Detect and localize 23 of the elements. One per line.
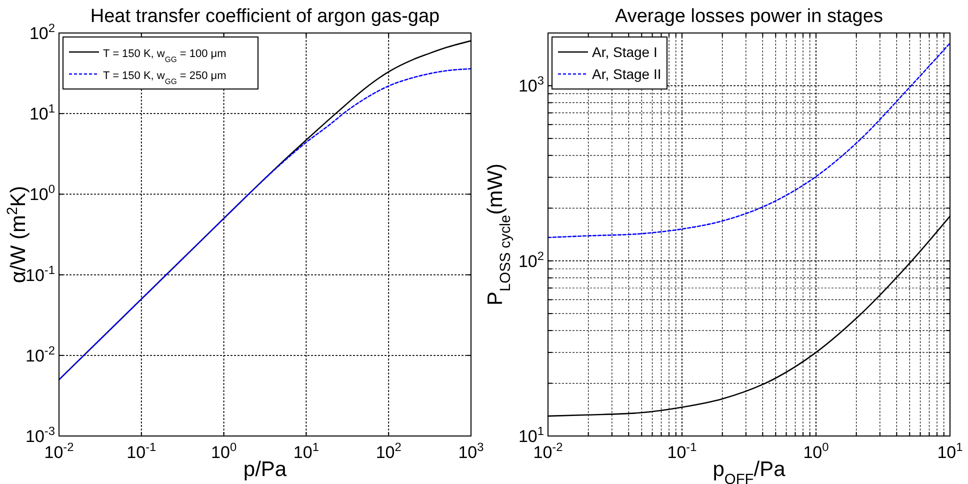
legend-label: Ar, Stage II: [592, 66, 662, 82]
legend-label: T = 150 K, w$_{GG}$ = 250 μm: [103, 70, 226, 86]
x-axis-title: p$_{OFF}$/Pa: [712, 458, 786, 484]
x-tick-label: 10$^{0}$: [211, 440, 237, 462]
legend-label: Ar, Stage I: [592, 44, 658, 60]
x-axis-title: p/Pa: [243, 458, 287, 481]
y-tick-label: 10$^{2}$: [29, 21, 56, 43]
y-tick-label: 10$^{0}$: [29, 182, 56, 204]
y-tick-label: 10$^{1}$: [518, 424, 544, 446]
chart-title: Average losses power in stages: [615, 6, 883, 27]
x-tick-label: 10$^{-1}$: [667, 440, 698, 462]
x-tick-label: 10$^{1}$: [937, 440, 964, 462]
x-tick-label: 10$^{-1}$: [126, 440, 157, 462]
y-tick-label: 10$^{1}$: [29, 102, 56, 124]
x-tick-label: 10$^{3}$: [458, 440, 484, 462]
x-tick-label: 10$^{1}$: [293, 440, 320, 462]
x-tick-label: 10$^{2}$: [376, 440, 402, 462]
y-tick-label: 10$^{2}$: [518, 248, 544, 271]
y-tick-label: 10$^{3}$: [518, 74, 544, 96]
x-tick-label: 10$^{0}$: [803, 440, 830, 462]
y-tick-label: 10$^{-2}$: [26, 343, 56, 366]
legend-label: T = 150 K, w$_{GG}$ = 100 μm: [103, 48, 226, 64]
chart-title: Heat transfer coefficient of argon gas-gap: [90, 6, 440, 27]
